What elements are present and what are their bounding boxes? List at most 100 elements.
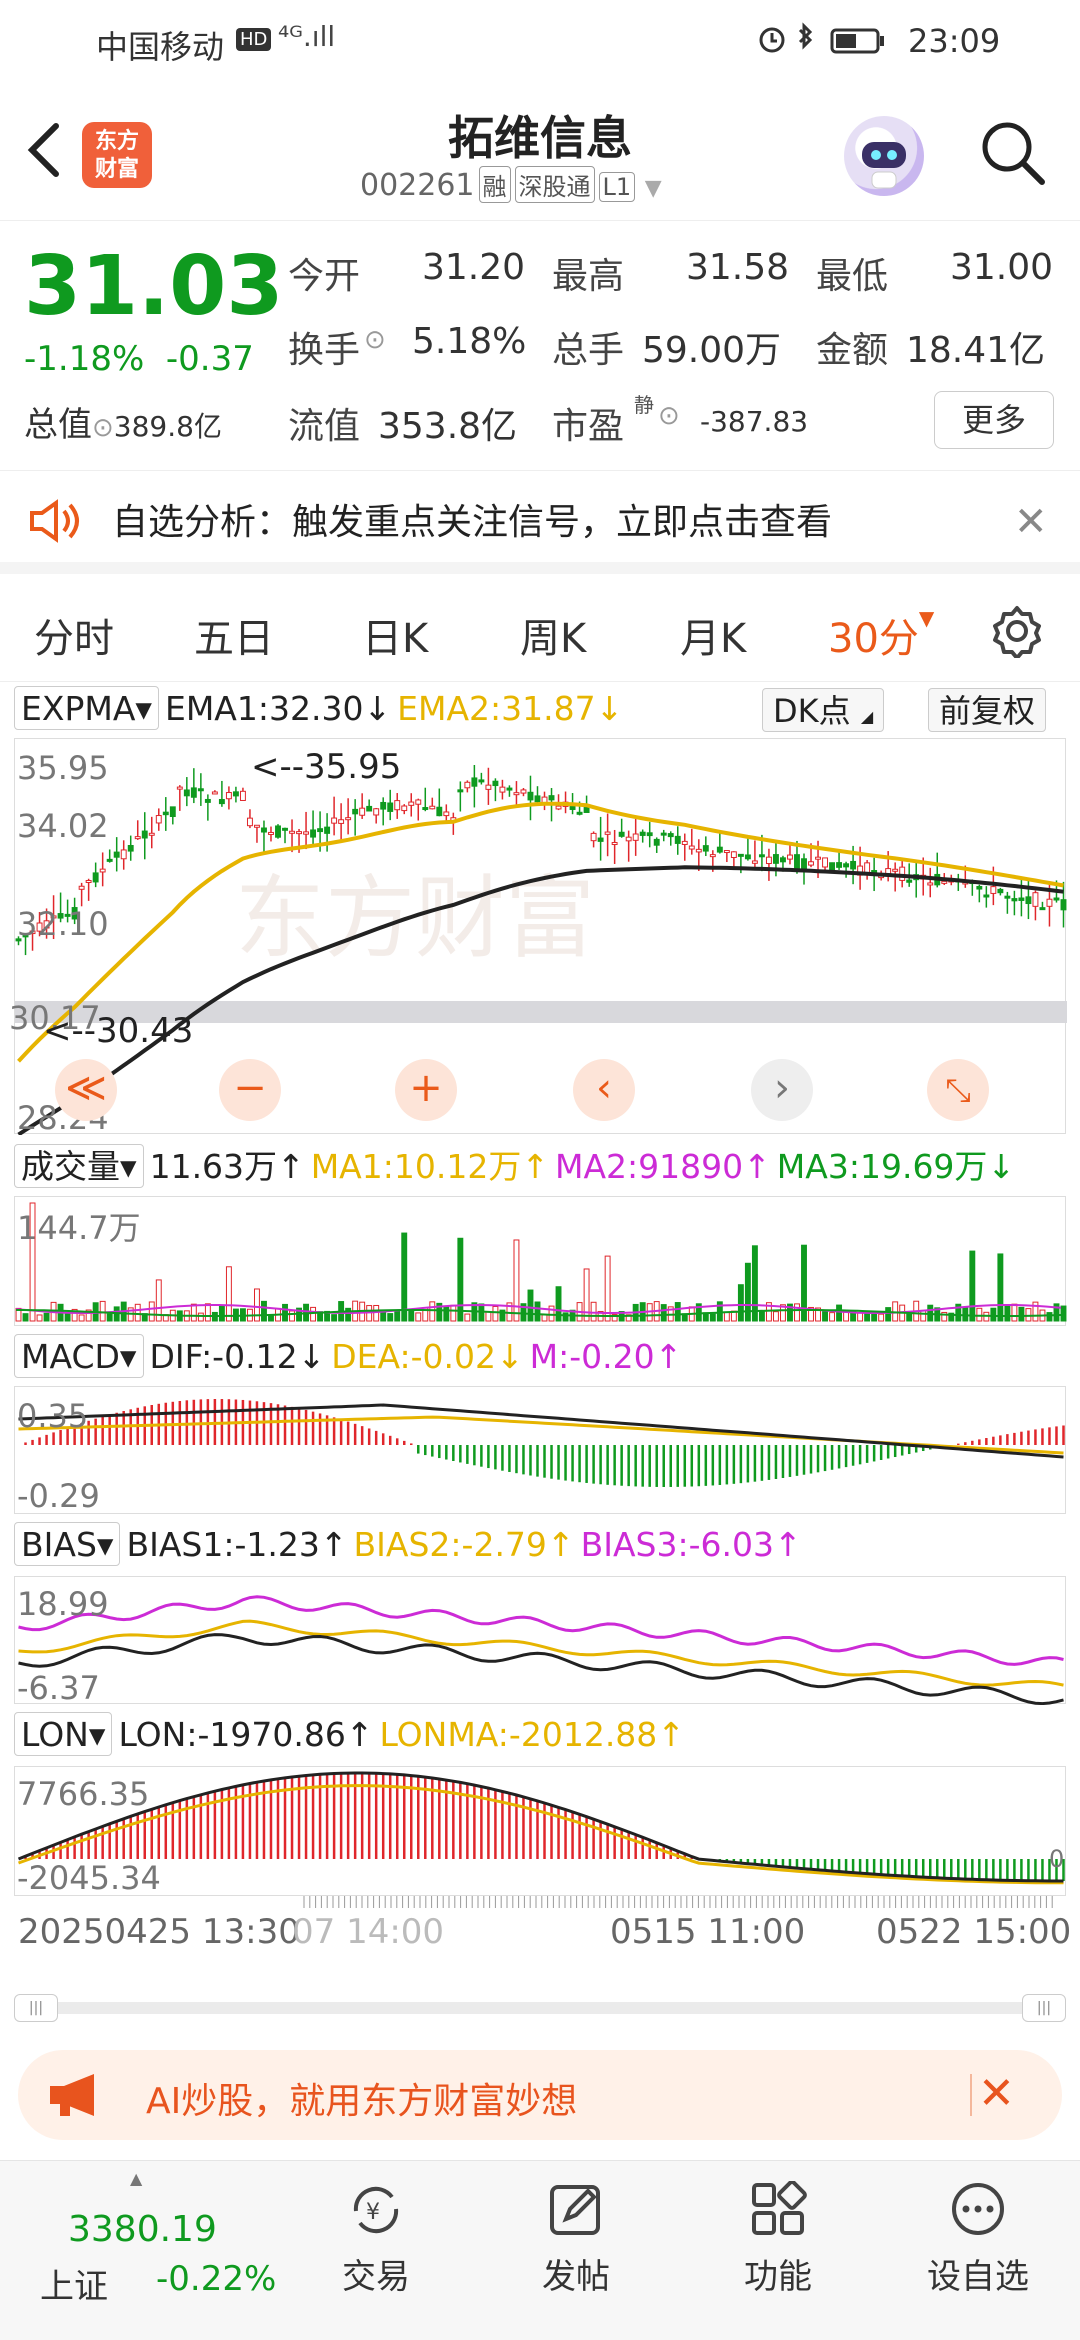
nav-functions-label: 功能: [744, 2257, 812, 2297]
back-arrow-icon[interactable]: [22, 120, 66, 180]
nav-trade[interactable]: ¥ 交易: [296, 2181, 456, 2298]
hd-badge: HD: [236, 28, 272, 51]
zoom-in-button[interactable]: +: [395, 1059, 457, 1121]
index-value[interactable]: 3380.19: [68, 2209, 217, 2250]
indicator-select-macd[interactable]: MACD▾: [14, 1334, 144, 1378]
indicator-name: MACD: [21, 1337, 120, 1376]
macd-chart[interactable]: 0.35 -0.29: [14, 1386, 1066, 1515]
gear-icon[interactable]: [990, 604, 1044, 658]
indicator-select-lon[interactable]: LON▾: [14, 1712, 113, 1756]
tab-intraday[interactable]: 分时: [34, 616, 114, 662]
volume-bar: [289, 1310, 295, 1322]
pe-info-icon[interactable]: ⊙: [658, 401, 680, 431]
candle-body: [471, 777, 478, 787]
nav-add-watchlist[interactable]: 设自选: [898, 2181, 1058, 2298]
volume-chart[interactable]: 144.7万: [14, 1196, 1067, 1326]
bias-legend: BIAS▾ BIAS1:-1.23↑ BIAS2:-2.79↑ BIAS3:-6.03…: [14, 1522, 802, 1572]
fullscreen-button[interactable]: ⤡: [927, 1059, 989, 1121]
tab-five-day[interactable]: 五日: [194, 616, 274, 662]
prev-button[interactable]: ‹: [573, 1059, 635, 1121]
volume-bar: [1046, 1312, 1053, 1322]
volume-bar: [878, 1313, 885, 1322]
assistant-avatar-icon[interactable]: [844, 116, 924, 196]
volume-bar: [64, 1312, 71, 1322]
more-button[interactable]: 更多: [934, 391, 1054, 449]
candle-body: [148, 832, 155, 836]
macd-dif: DIF:-0.12↓: [149, 1337, 326, 1376]
candle-body: [688, 845, 695, 850]
scroller-left-handle[interactable]: |||: [14, 1994, 58, 2022]
volume-bar: [997, 1253, 1004, 1322]
tab-weekly-k[interactable]: 周K: [520, 616, 587, 662]
nav-functions[interactable]: 功能: [698, 2180, 858, 2298]
indicator-select-expma[interactable]: EXPMA▾: [14, 686, 159, 730]
index-change[interactable]: -0.22%: [156, 2259, 277, 2299]
bias3: BIAS3:-6.03↑: [580, 1525, 802, 1564]
status-icons: [752, 20, 892, 68]
tab-30min[interactable]: 30分▼: [828, 606, 934, 664]
candle-body: [604, 831, 611, 835]
candle-body: [134, 836, 141, 840]
volume-bar: [604, 1255, 611, 1322]
stock-code-row[interactable]: 002261 融深股通 L1 ▼: [360, 166, 662, 203]
notice-bar[interactable]: 自选分析：触发重点关注信号，立即点击查看 ✕: [0, 470, 1080, 574]
chevron-left-icon: ‹: [596, 1065, 612, 1111]
candle-body: [246, 817, 253, 827]
index-name[interactable]: 上证: [40, 2267, 108, 2307]
zoom-out-button[interactable]: −: [219, 1059, 281, 1121]
volume-bar: [765, 1302, 772, 1322]
indicator-select-bias[interactable]: BIAS▾: [14, 1522, 121, 1566]
info-icon[interactable]: ⊙: [92, 413, 114, 443]
volume-bar: [485, 1311, 492, 1322]
turnover-info-icon[interactable]: ⊙: [364, 325, 386, 355]
volume-bar: [261, 1300, 267, 1322]
watermark: 东方财富: [235, 866, 595, 971]
scroller-right-handle[interactable]: |||: [1022, 1994, 1066, 2022]
volume-bar: [969, 1250, 976, 1322]
indicator-select-volume[interactable]: 成交量▾: [14, 1144, 144, 1188]
candle-body: [527, 791, 534, 801]
volume-bar: [948, 1312, 955, 1322]
vol-ma1: MA1:10.12万↑: [310, 1147, 549, 1186]
candle-body: [43, 920, 50, 929]
ema1-line: [17, 865, 1064, 1135]
adjust-price-button[interactable]: 前复权: [928, 688, 1047, 732]
close-icon[interactable]: ✕: [978, 2068, 1015, 2119]
volume-bar: [450, 1304, 457, 1322]
candle-body: [534, 795, 541, 803]
range-scroller[interactable]: ||| |||: [14, 1994, 1066, 2022]
bias-chart[interactable]: 18.99 -6.37: [14, 1576, 1066, 1707]
volume-bar: [36, 1314, 43, 1322]
candle-body: [716, 846, 723, 853]
volume-bar: [415, 1312, 422, 1322]
kline-chart[interactable]: 东方财富 35.95 34.02 32.10 30.17 28.24 <--35…: [9, 738, 1067, 1137]
close-icon[interactable]: ✕: [1014, 499, 1048, 545]
volume-bar: [625, 1314, 632, 1322]
volume-bar: [1060, 1305, 1067, 1322]
nav-post[interactable]: 发帖: [496, 2181, 656, 2298]
volume-bar: [780, 1304, 786, 1322]
bias-y-top: 18.99: [17, 1585, 109, 1623]
megaphone-icon: [50, 2074, 94, 2116]
next-button[interactable]: ›: [751, 1059, 813, 1121]
logo-text-2: 财富: [94, 157, 139, 182]
volume-bar: [148, 1301, 155, 1322]
rewind-button[interactable]: ≪: [55, 1059, 117, 1121]
tab-daily-k[interactable]: 日K: [362, 616, 429, 662]
tab-monthly-k[interactable]: 月K: [680, 616, 747, 662]
change-percent: -1.18%: [24, 339, 145, 379]
bias-chart-svg: [18, 1595, 1064, 1705]
search-icon[interactable]: [976, 116, 1048, 188]
candle-body: [674, 835, 681, 844]
volume-bar: [723, 1311, 730, 1322]
ai-promo-bar[interactable]: AI炒股，就用东方财富妙想 ✕: [18, 2050, 1062, 2140]
candle-body: [387, 802, 394, 812]
float-value: 353.8亿: [378, 406, 518, 447]
candle-body: [611, 842, 618, 846]
app-logo[interactable]: 东方 财富: [82, 122, 152, 188]
lon-chart[interactable]: 7766.35 -2045.34 0: [14, 1766, 1066, 1897]
candle-body: [822, 857, 828, 868]
candle-body: [218, 798, 225, 805]
candle-body: [317, 828, 324, 833]
dk-point-button[interactable]: DK点 ◢: [762, 688, 885, 732]
